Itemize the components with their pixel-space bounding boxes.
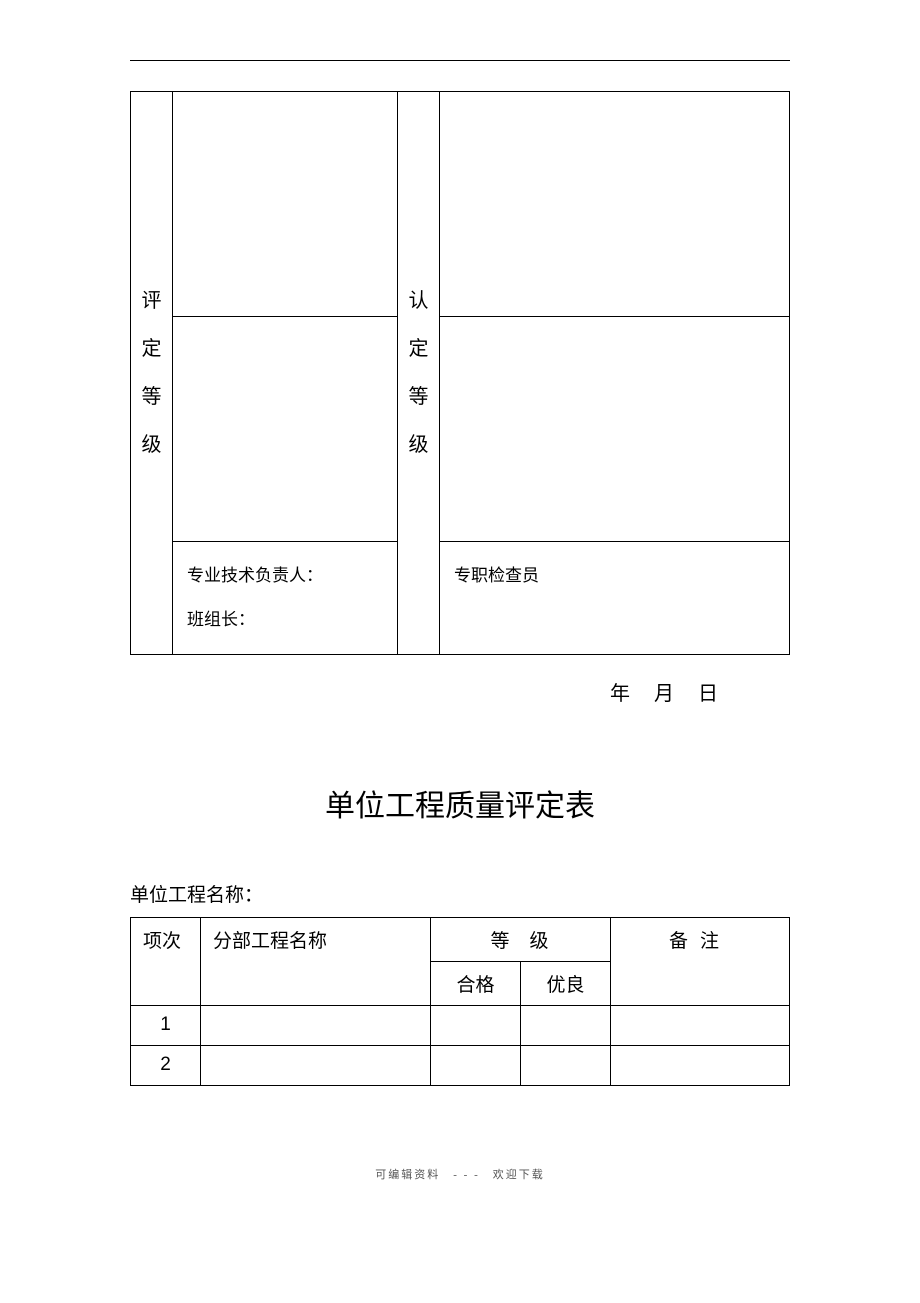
unit-project-name-label: 单位工程名称： bbox=[130, 880, 790, 907]
col-header-pass: 合格 bbox=[431, 962, 521, 1006]
col-header-subproject-name: 分部工程名称 bbox=[201, 918, 431, 1006]
unit-project-quality-table: 项次 分部工程名称 等级 备注 合格 优良 1 2 bbox=[130, 917, 790, 1086]
row-number: 2 bbox=[131, 1046, 201, 1086]
row-remark bbox=[611, 1006, 790, 1046]
row-pass bbox=[431, 1046, 521, 1086]
left-upper-cell bbox=[173, 92, 398, 317]
row-number: 1 bbox=[131, 1006, 201, 1046]
row-subproject-name bbox=[201, 1046, 431, 1086]
left-middle-cell bbox=[173, 317, 398, 542]
right-signature-cell: 专职检查员 bbox=[440, 542, 790, 655]
row-pass bbox=[431, 1006, 521, 1046]
header-rule bbox=[130, 60, 790, 61]
row-subproject-name bbox=[201, 1006, 431, 1046]
team-leader-label: 班组长： bbox=[187, 598, 383, 642]
page-footer: 可编辑资料 - - - 欢迎下载 bbox=[130, 1166, 790, 1182]
left-vertical-label: 评定等级 bbox=[131, 92, 173, 655]
row-excellent bbox=[521, 1006, 611, 1046]
right-middle-cell bbox=[440, 317, 790, 542]
table-row: 1 bbox=[131, 1006, 790, 1046]
col-header-item-no: 项次 bbox=[131, 918, 201, 1006]
table-header-row-1: 项次 分部工程名称 等级 备注 bbox=[131, 918, 790, 962]
evaluation-grade-table: 评定等级 认定等级 专业技术负责人： 班组长： 专职检查员 bbox=[130, 91, 790, 655]
form-title: 单位工程质量评定表 bbox=[130, 781, 790, 825]
tech-leader-label: 专业技术负责人： bbox=[187, 554, 383, 598]
col-header-excellent: 优良 bbox=[521, 962, 611, 1006]
inspector-label: 专职检查员 bbox=[454, 554, 775, 598]
label-text: 评定等级 bbox=[131, 277, 172, 469]
row-excellent bbox=[521, 1046, 611, 1086]
right-upper-cell bbox=[440, 92, 790, 317]
table-row: 2 bbox=[131, 1046, 790, 1086]
label-text: 认定等级 bbox=[398, 277, 439, 469]
row-remark bbox=[611, 1046, 790, 1086]
col-header-grade: 等级 bbox=[431, 918, 611, 962]
col-header-remark: 备注 bbox=[611, 918, 790, 1006]
left-signature-cell: 专业技术负责人： 班组长： bbox=[173, 542, 398, 655]
date-line: 年 月 日 bbox=[130, 677, 790, 706]
right-vertical-label: 认定等级 bbox=[398, 92, 440, 655]
document-page: 评定等级 认定等级 专业技术负责人： 班组长： 专职检查员 年 月 日 单位工程… bbox=[0, 0, 920, 1242]
